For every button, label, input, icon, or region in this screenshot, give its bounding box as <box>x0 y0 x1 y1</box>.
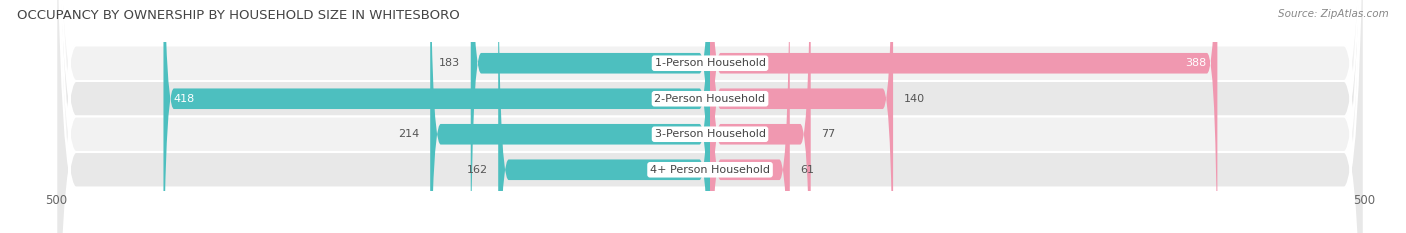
FancyBboxPatch shape <box>498 0 710 233</box>
Text: 388: 388 <box>1185 58 1206 68</box>
Text: Source: ZipAtlas.com: Source: ZipAtlas.com <box>1278 9 1389 19</box>
FancyBboxPatch shape <box>56 0 1364 233</box>
Text: 418: 418 <box>174 94 195 104</box>
Text: 140: 140 <box>904 94 925 104</box>
Text: 1-Person Household: 1-Person Household <box>655 58 765 68</box>
FancyBboxPatch shape <box>56 0 1364 233</box>
FancyBboxPatch shape <box>710 0 1218 233</box>
FancyBboxPatch shape <box>163 0 710 233</box>
FancyBboxPatch shape <box>710 0 893 233</box>
FancyBboxPatch shape <box>56 0 1364 233</box>
FancyBboxPatch shape <box>56 0 1364 233</box>
Text: 4+ Person Household: 4+ Person Household <box>650 165 770 175</box>
FancyBboxPatch shape <box>710 0 790 233</box>
FancyBboxPatch shape <box>430 0 710 233</box>
FancyBboxPatch shape <box>471 0 710 233</box>
Text: 162: 162 <box>467 165 488 175</box>
Text: 3-Person Household: 3-Person Household <box>655 129 765 139</box>
Text: 61: 61 <box>800 165 814 175</box>
Text: OCCUPANCY BY OWNERSHIP BY HOUSEHOLD SIZE IN WHITESBORO: OCCUPANCY BY OWNERSHIP BY HOUSEHOLD SIZE… <box>17 9 460 22</box>
FancyBboxPatch shape <box>710 0 811 233</box>
Text: 183: 183 <box>439 58 460 68</box>
Text: 2-Person Household: 2-Person Household <box>654 94 766 104</box>
Text: 214: 214 <box>398 129 420 139</box>
Text: 77: 77 <box>821 129 835 139</box>
